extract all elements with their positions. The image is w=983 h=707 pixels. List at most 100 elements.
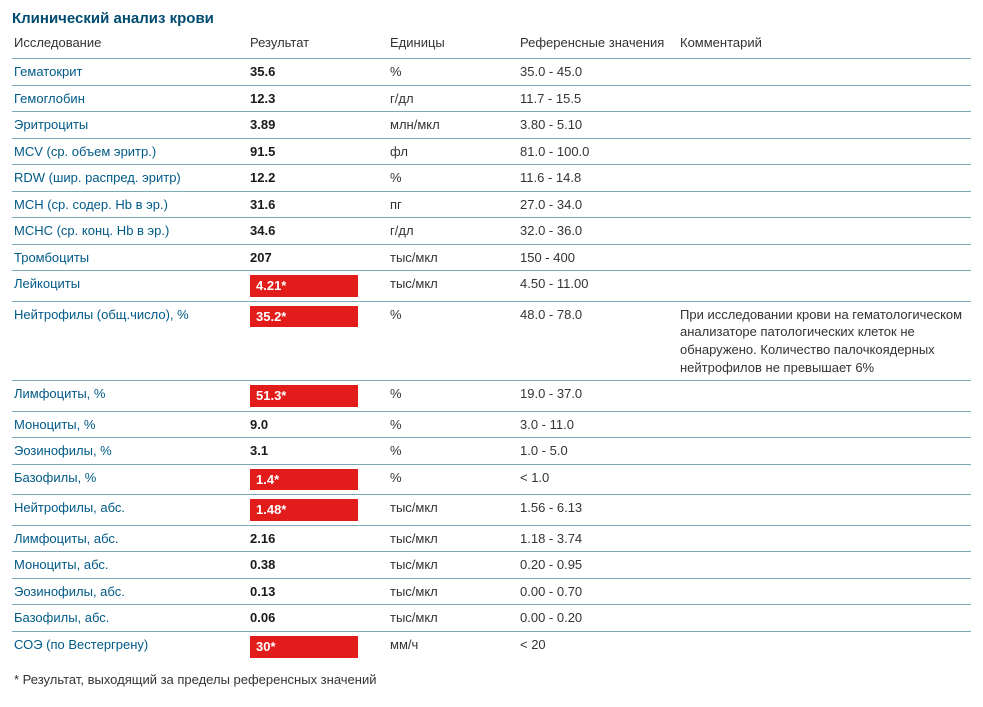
units: % xyxy=(388,59,518,86)
result-value: 1.48* xyxy=(248,495,388,526)
units: тыс/мкл xyxy=(388,525,518,552)
reference-range: 0.00 - 0.20 xyxy=(518,605,678,632)
comment xyxy=(678,381,971,412)
table-row: Моноциты, абс.0.38тыс/мкл0.20 - 0.95 xyxy=(12,552,971,579)
comment xyxy=(678,165,971,192)
result-value: 4.21* xyxy=(248,271,388,302)
col-units: Единицы xyxy=(388,31,518,59)
test-name: RDW (шир. распред. эритр) xyxy=(12,165,248,192)
table-row: Базофилы, абс.0.06тыс/мкл0.00 - 0.20 xyxy=(12,605,971,632)
test-name: Эритроциты xyxy=(12,112,248,139)
reference-range: 1.0 - 5.0 xyxy=(518,438,678,465)
table-row: Моноциты, %9.0%3.0 - 11.0 xyxy=(12,411,971,438)
units: мм/ч xyxy=(388,632,518,662)
test-name: Лейкоциты xyxy=(12,271,248,302)
units: % xyxy=(388,464,518,495)
table-row: Базофилы, %1.4*%< 1.0 xyxy=(12,464,971,495)
result-flag: 30* xyxy=(250,636,358,658)
comment xyxy=(678,85,971,112)
result-value: 3.89 xyxy=(248,112,388,139)
col-result: Результат xyxy=(248,31,388,59)
comment xyxy=(678,112,971,139)
reference-range: 27.0 - 34.0 xyxy=(518,191,678,218)
result-value: 34.6 xyxy=(248,218,388,245)
table-row: Лимфоциты, %51.3*%19.0 - 37.0 xyxy=(12,381,971,412)
units: % xyxy=(388,165,518,192)
table-row: Нейтрофилы, абс.1.48*тыс/мкл1.56 - 6.13 xyxy=(12,495,971,526)
col-comment: Комментарий xyxy=(678,31,971,59)
test-name: Тромбоциты xyxy=(12,244,248,271)
table-row: Гемоглобин12.3г/дл11.7 - 15.5 xyxy=(12,85,971,112)
test-name: MCHC (ср. конц. Hb в эр.) xyxy=(12,218,248,245)
test-name: Эозинофилы, абс. xyxy=(12,578,248,605)
reference-range: 0.20 - 0.95 xyxy=(518,552,678,579)
col-ref: Референсные значения xyxy=(518,31,678,59)
units: г/дл xyxy=(388,218,518,245)
units: % xyxy=(388,411,518,438)
result-value: 207 xyxy=(248,244,388,271)
comment xyxy=(678,271,971,302)
comment xyxy=(678,632,971,662)
comment xyxy=(678,578,971,605)
comment xyxy=(678,525,971,552)
comment xyxy=(678,138,971,165)
table-header-row: Исследование Результат Единицы Референсн… xyxy=(12,31,971,59)
reference-range: 81.0 - 100.0 xyxy=(518,138,678,165)
test-name: Гематокрит xyxy=(12,59,248,86)
reference-range: 3.0 - 11.0 xyxy=(518,411,678,438)
comment xyxy=(678,605,971,632)
test-name: СОЭ (по Вестергрену) xyxy=(12,632,248,662)
col-test: Исследование xyxy=(12,31,248,59)
units: тыс/мкл xyxy=(388,244,518,271)
reference-range: 32.0 - 36.0 xyxy=(518,218,678,245)
comment xyxy=(678,59,971,86)
table-row: Гематокрит35.6%35.0 - 45.0 xyxy=(12,59,971,86)
table-row: Эозинофилы, %3.1%1.0 - 5.0 xyxy=(12,438,971,465)
table-row: Лейкоциты4.21*тыс/мкл4.50 - 11.00 xyxy=(12,271,971,302)
reference-range: 1.18 - 3.74 xyxy=(518,525,678,552)
test-name: MCV (ср. объем эритр.) xyxy=(12,138,248,165)
comment xyxy=(678,244,971,271)
reference-range: 3.80 - 5.10 xyxy=(518,112,678,139)
table-row: RDW (шир. распред. эритр)12.2%11.6 - 14.… xyxy=(12,165,971,192)
table-row: Эозинофилы, абс.0.13тыс/мкл0.00 - 0.70 xyxy=(12,578,971,605)
result-value: 0.13 xyxy=(248,578,388,605)
result-value: 12.3 xyxy=(248,85,388,112)
reference-range: 48.0 - 78.0 xyxy=(518,301,678,380)
table-row: Нейтрофилы (общ.число), %35.2*%48.0 - 78… xyxy=(12,301,971,380)
table-row: MCH (ср. содер. Hb в эр.)31.6пг27.0 - 34… xyxy=(12,191,971,218)
table-row: MCV (ср. объем эритр.)91.5фл81.0 - 100.0 xyxy=(12,138,971,165)
units: тыс/мкл xyxy=(388,495,518,526)
result-flag: 1.4* xyxy=(250,469,358,491)
test-name: Лимфоциты, % xyxy=(12,381,248,412)
comment: При исследовании крови на гематологическ… xyxy=(678,301,971,380)
reference-range: 150 - 400 xyxy=(518,244,678,271)
result-value: 1.4* xyxy=(248,464,388,495)
result-value: 31.6 xyxy=(248,191,388,218)
units: тыс/мкл xyxy=(388,605,518,632)
result-flag: 51.3* xyxy=(250,385,358,407)
reference-range: 4.50 - 11.00 xyxy=(518,271,678,302)
result-value: 35.6 xyxy=(248,59,388,86)
test-name: Моноциты, % xyxy=(12,411,248,438)
units: % xyxy=(388,381,518,412)
test-name: Базофилы, абс. xyxy=(12,605,248,632)
comment xyxy=(678,218,971,245)
units: тыс/мкл xyxy=(388,552,518,579)
reference-range: 11.6 - 14.8 xyxy=(518,165,678,192)
test-name: Гемоглобин xyxy=(12,85,248,112)
comment xyxy=(678,438,971,465)
test-name: Эозинофилы, % xyxy=(12,438,248,465)
table-row: MCHC (ср. конц. Hb в эр.)34.6г/дл32.0 - … xyxy=(12,218,971,245)
units: млн/мкл xyxy=(388,112,518,139)
result-value: 91.5 xyxy=(248,138,388,165)
table-row: СОЭ (по Вестергрену)30* мм/ч< 20 xyxy=(12,632,971,662)
comment xyxy=(678,495,971,526)
test-name: Нейтрофилы (общ.число), % xyxy=(12,301,248,380)
units: % xyxy=(388,301,518,380)
comment xyxy=(678,191,971,218)
reference-range: 11.7 - 15.5 xyxy=(518,85,678,112)
reference-range: < 20 xyxy=(518,632,678,662)
reference-range: 19.0 - 37.0 xyxy=(518,381,678,412)
reference-range: 35.0 - 45.0 xyxy=(518,59,678,86)
